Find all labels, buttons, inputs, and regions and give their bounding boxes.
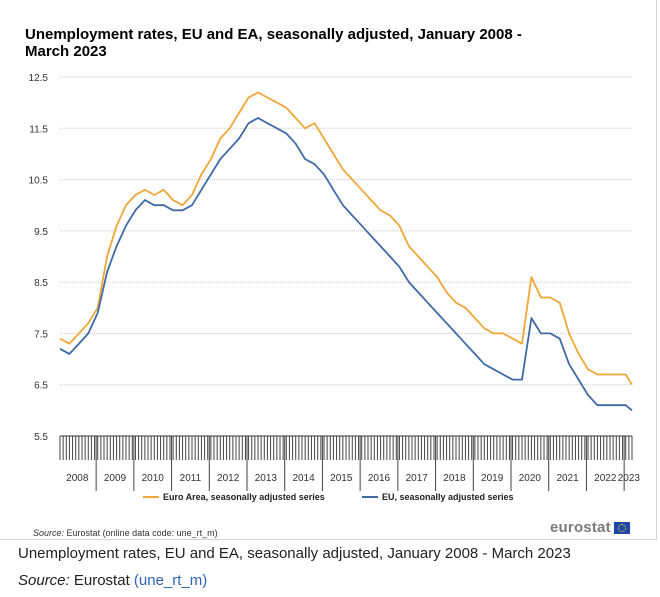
y-tick-label: 10.5 — [29, 176, 49, 187]
x-tick-label: 2013 — [255, 473, 278, 484]
x-tick-label: 2022 — [594, 473, 617, 484]
y-tick-label: 12.5 — [29, 73, 49, 84]
x-tick-label: 2015 — [330, 473, 353, 484]
x-tick-label: 2016 — [368, 473, 391, 484]
y-tick-label: 6.5 — [34, 381, 48, 392]
series-line-ea — [59, 91, 633, 386]
x-tick-label: 2020 — [519, 473, 542, 484]
line-chart: 5.5 6.5 7.5 8.5 9.5 10.5 11.5 12.5 2008 2009 2010 2… — [29, 73, 641, 502]
figure-caption: Unemployment rates, EU and EA, seasonall… — [18, 545, 571, 562]
y-tick-label: 5.5 — [34, 432, 48, 443]
caption-source: Source: Eurostat (une_rt_m) — [18, 572, 207, 589]
y-tick-label: 8.5 — [34, 278, 48, 289]
x-tick-label: 2010 — [142, 473, 165, 484]
eurostat-logo: eurostat — [550, 519, 630, 536]
series-line-eu — [59, 117, 633, 412]
chart-source: Source: Eurostat (online data code: une_… — [33, 528, 218, 538]
y-tick-label: 7.5 — [34, 329, 48, 340]
dataset-code[interactable]: une_rt_m — [138, 572, 203, 589]
logo-text: eurostat — [550, 519, 611, 536]
source-text: Eurostat (online data code: une_rt_m) — [66, 528, 218, 538]
source-label: Source: — [33, 528, 65, 538]
x-tick-label: 2014 — [292, 473, 315, 484]
x-tick-label: 2023 — [618, 473, 641, 484]
chart-figure: Unemployment rates, EU and EA, seasonall… — [0, 0, 657, 540]
x-tick-label: 2009 — [104, 473, 127, 484]
eu-flag-icon — [613, 521, 630, 534]
y-tick-label: 11.5 — [29, 124, 48, 135]
chart-title: Unemployment rates, EU and EA, seasonall… — [25, 26, 522, 60]
x-tick-label: 2018 — [443, 473, 466, 484]
x-tick-label: 2017 — [406, 473, 429, 484]
caption-source-label: Source: — [18, 572, 70, 589]
x-tick-label: 2008 — [66, 473, 89, 484]
x-tick-label: 2012 — [217, 473, 240, 484]
x-tick-label: 2021 — [556, 473, 579, 484]
y-tick-label: 9.5 — [34, 227, 48, 238]
x-tick-label: 2011 — [180, 473, 202, 484]
x-tick-label: 2019 — [481, 473, 504, 484]
legend-label: Euro Area, seasonally adjusted series — [163, 492, 325, 502]
caption-source-org: Eurostat — [73, 572, 130, 589]
dataset-link[interactable]: (une_rt_m) — [133, 572, 208, 589]
legend-label: EU, seasonally adjusted series — [382, 492, 514, 502]
